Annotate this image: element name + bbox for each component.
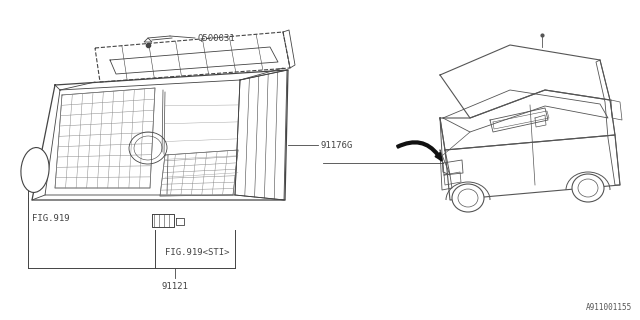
Text: A911001155: A911001155 (586, 303, 632, 312)
Text: 91121: 91121 (161, 282, 188, 291)
Text: FIG.919: FIG.919 (32, 213, 70, 222)
FancyArrowPatch shape (397, 141, 442, 161)
Ellipse shape (572, 174, 604, 202)
Ellipse shape (452, 184, 484, 212)
Ellipse shape (21, 148, 49, 192)
Text: 91176G: 91176G (320, 140, 352, 149)
Text: Q500031: Q500031 (197, 34, 235, 43)
Text: FIG.919<STI>: FIG.919<STI> (165, 247, 230, 257)
